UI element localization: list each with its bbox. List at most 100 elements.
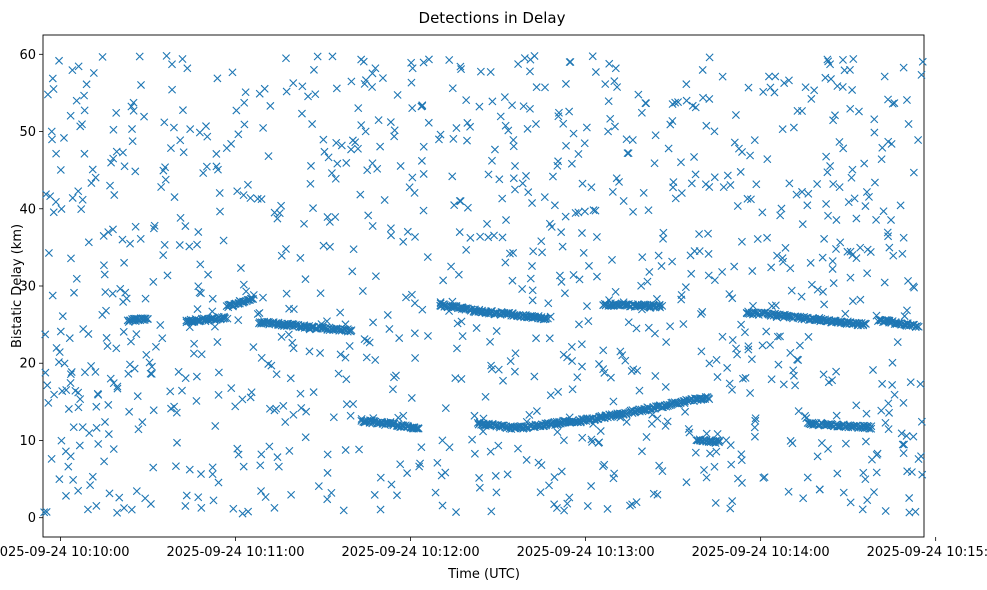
data-point	[410, 299, 419, 308]
data-point	[113, 384, 122, 393]
data-point	[433, 458, 442, 467]
data-point	[712, 447, 721, 456]
data-point	[346, 411, 355, 420]
data-point	[439, 276, 448, 285]
data-point	[859, 320, 868, 329]
data-point	[568, 357, 577, 366]
data-point	[41, 330, 50, 339]
data-point	[560, 289, 569, 298]
data-point	[440, 302, 449, 311]
data-point	[492, 488, 501, 497]
data-point	[872, 311, 881, 320]
data-point	[175, 241, 184, 250]
data-point	[900, 440, 909, 449]
data-point	[475, 473, 484, 482]
data-point	[710, 127, 719, 136]
data-point	[579, 248, 588, 257]
data-point	[641, 99, 650, 108]
data-point	[762, 327, 771, 336]
data-point	[650, 159, 659, 168]
data-point	[896, 201, 905, 210]
data-point	[565, 107, 574, 116]
data-point	[610, 77, 619, 86]
data-point	[140, 314, 149, 323]
data-point	[730, 138, 739, 147]
data-point	[296, 389, 305, 398]
data-point	[418, 101, 427, 110]
data-point	[532, 407, 541, 416]
data-point	[208, 307, 217, 316]
data-point	[452, 344, 461, 353]
data-point	[475, 102, 484, 111]
data-point	[498, 194, 507, 203]
data-point	[408, 64, 417, 73]
data-point	[438, 436, 447, 445]
data-point	[233, 444, 242, 453]
data-point	[773, 332, 782, 341]
data-point	[846, 247, 855, 256]
data-point	[246, 393, 255, 402]
data-point	[452, 124, 461, 133]
data-point	[846, 498, 855, 507]
data-point	[888, 99, 897, 108]
data-point	[595, 438, 604, 447]
data-point	[265, 404, 274, 413]
data-point	[698, 65, 707, 74]
data-point	[861, 202, 870, 211]
data-point	[830, 111, 839, 120]
data-point	[810, 86, 819, 95]
data-point	[671, 194, 680, 203]
data-point	[525, 67, 534, 76]
data-point	[818, 253, 827, 262]
data-point	[813, 180, 822, 188]
data-point	[728, 294, 737, 303]
data-point	[479, 427, 488, 436]
data-point	[719, 183, 728, 192]
data-point	[348, 267, 357, 276]
data-point	[195, 128, 204, 137]
data-point	[522, 171, 530, 180]
data-point	[87, 362, 96, 370]
data-point	[555, 271, 564, 280]
data-point	[311, 90, 320, 99]
data-point	[718, 332, 727, 341]
data-point	[65, 334, 74, 343]
data-point	[101, 288, 110, 297]
data-point	[166, 387, 175, 396]
data-point	[728, 336, 737, 345]
data-point	[856, 295, 865, 304]
data-point	[909, 168, 918, 177]
data-point	[64, 404, 73, 413]
data-point	[196, 289, 205, 298]
data-point	[92, 402, 101, 411]
data-point	[332, 84, 341, 93]
data-point	[475, 483, 484, 492]
data-point	[349, 400, 358, 408]
data-point	[149, 277, 158, 286]
data-point	[86, 481, 95, 490]
data-point	[228, 68, 237, 77]
data-point	[181, 501, 190, 510]
data-point	[458, 332, 467, 341]
data-point	[561, 212, 570, 221]
data-point	[336, 350, 345, 359]
data-point	[106, 181, 115, 190]
data-point	[652, 294, 661, 303]
data-point	[898, 440, 907, 449]
data-point	[798, 220, 807, 229]
data-point	[609, 474, 618, 483]
data-point	[431, 488, 440, 497]
data-point	[621, 356, 630, 365]
data-point	[543, 314, 552, 323]
data-point	[55, 348, 64, 357]
data-point	[470, 411, 479, 420]
data-point	[239, 191, 248, 200]
data-point	[750, 432, 759, 441]
data-point	[592, 233, 601, 241]
data-point	[363, 166, 372, 175]
data-point	[558, 242, 567, 251]
data-point	[423, 331, 432, 340]
data-point	[486, 337, 495, 346]
data-point	[547, 222, 556, 231]
data-point	[390, 126, 399, 135]
